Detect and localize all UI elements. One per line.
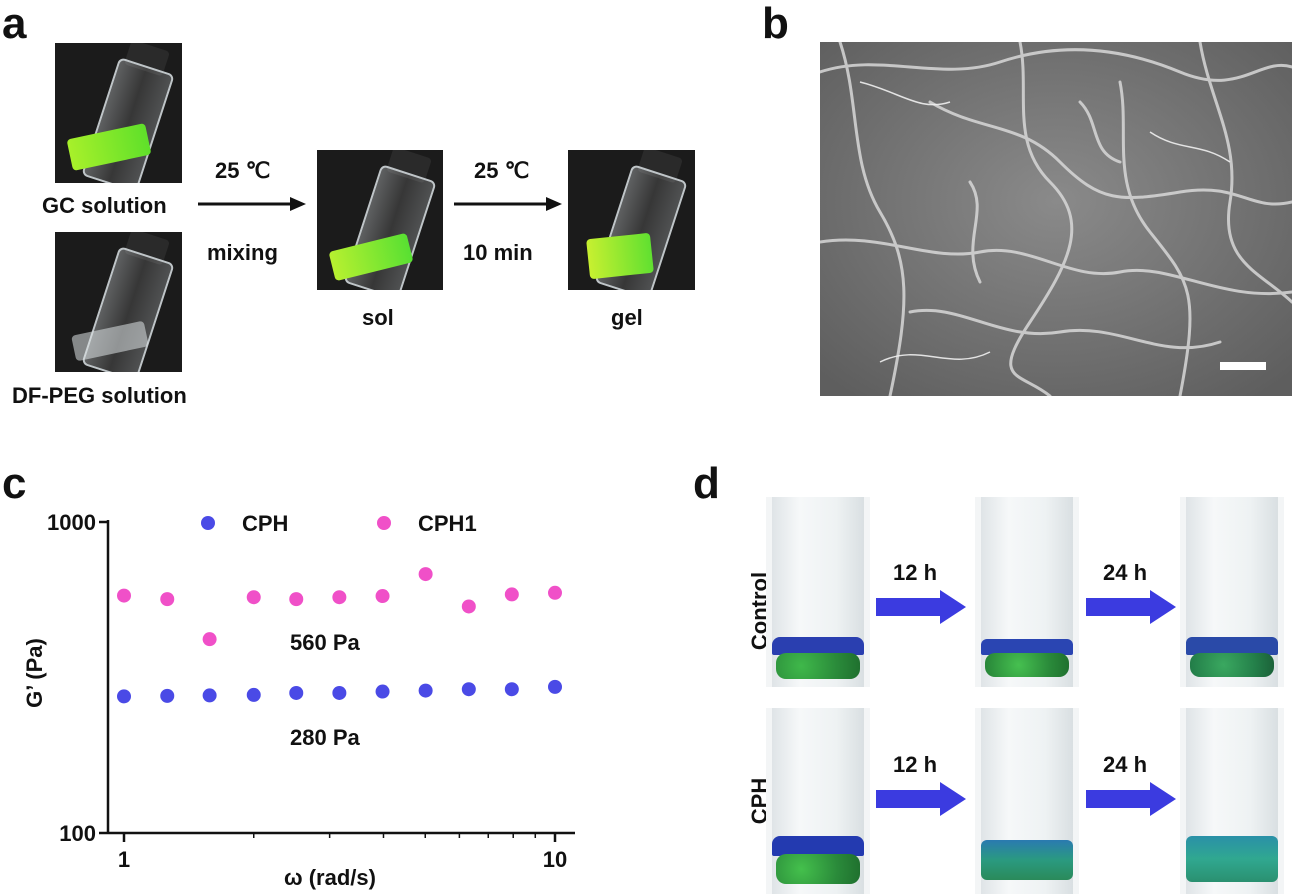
sol-photo — [317, 150, 443, 290]
gel-label: gel — [611, 305, 643, 330]
panel-letter-d: d — [693, 459, 720, 508]
point-cph-4 — [289, 685, 304, 700]
dfpeg-solution-label: DF-PEG solution — [12, 383, 187, 408]
point-cph-10 — [548, 679, 562, 694]
point-cph-6 — [375, 684, 390, 699]
point-cph-1 — [160, 688, 175, 703]
panel-letter-c: c — [2, 459, 27, 508]
point-cph-9 — [504, 682, 519, 697]
gc-solution-label: GC solution — [42, 193, 167, 218]
gel-photo — [568, 150, 695, 290]
point-cph1-3 — [246, 590, 261, 605]
point-cph1-9 — [504, 587, 519, 602]
storage-modulus-chart: 1 10 100 1000 CPH CPH1 560 Pa 280 Pa ω (rad/… — [22, 510, 575, 890]
y-axis-label: G’ (Pa) — [22, 638, 47, 708]
x-tick-label-1: 10 — [543, 847, 567, 872]
point-cph-2 — [202, 688, 217, 703]
point-cph1-7 — [418, 567, 433, 582]
point-cph1-5 — [332, 590, 347, 605]
cph-tube-24h — [1180, 708, 1284, 894]
cph-tube-12h — [975, 708, 1079, 894]
control-tube-0h — [766, 497, 870, 687]
cph-tube-0h — [766, 708, 870, 894]
point-cph1-1 — [160, 592, 175, 607]
control-tube-12h — [975, 497, 1079, 687]
legend-marker-cph1 — [377, 516, 391, 530]
point-cph-5 — [332, 685, 347, 700]
cph-arrow-24h-icon — [1086, 782, 1176, 816]
panel-letter-b: b — [762, 0, 789, 48]
legend-label-cph: CPH — [242, 511, 288, 536]
annotation-280: 280 Pa — [290, 725, 360, 750]
scale-bar — [1220, 362, 1266, 370]
arrow1-icon — [198, 197, 306, 211]
cph-arrow-12h-label: 12 h — [893, 752, 938, 777]
arrow2-time-label: 10 min — [463, 240, 533, 265]
x-axis-label: ω (rad/s) — [284, 865, 376, 890]
annotation-560: 560 Pa — [290, 630, 360, 655]
y-tick-label-1: 1000 — [47, 510, 96, 535]
cph-arrow-24h-label: 24 h — [1103, 752, 1148, 777]
control-arrow-24h-icon — [1086, 590, 1176, 624]
arrow2-temperature-label: 25 ℃ — [474, 158, 530, 183]
y-tick-label-0: 100 — [59, 821, 96, 846]
sol-label: sol — [362, 305, 394, 330]
control-arrow-12h-icon — [876, 590, 966, 624]
arrow1-mixing-label: mixing — [207, 240, 278, 265]
point-cph1-8 — [461, 599, 476, 614]
point-cph-7 — [418, 683, 433, 698]
point-cph1-10 — [548, 585, 562, 600]
point-cph1-2 — [202, 632, 217, 647]
panel-letter-a: a — [2, 0, 27, 48]
legend-label-cph1: CPH1 — [418, 511, 477, 536]
x-tick-label-0: 1 — [118, 847, 130, 872]
control-arrow-12h-label: 12 h — [893, 560, 938, 585]
point-cph1-0 — [117, 588, 131, 603]
sem-micrograph — [820, 42, 1292, 396]
control-arrow-24h-label: 24 h — [1103, 560, 1148, 585]
cph-arrow-12h-icon — [876, 782, 966, 816]
dfpeg-solution-photo — [55, 232, 182, 372]
point-cph-0 — [117, 689, 131, 704]
arrow2-icon — [454, 197, 562, 211]
gc-solution-photo — [55, 43, 182, 183]
legend-marker-cph — [201, 516, 215, 530]
point-cph-8 — [461, 682, 476, 697]
point-cph-3 — [246, 687, 261, 702]
arrow1-temperature-label: 25 ℃ — [215, 158, 271, 183]
point-cph1-6 — [375, 589, 390, 604]
control-tube-24h — [1180, 497, 1284, 687]
point-cph1-4 — [289, 592, 304, 607]
